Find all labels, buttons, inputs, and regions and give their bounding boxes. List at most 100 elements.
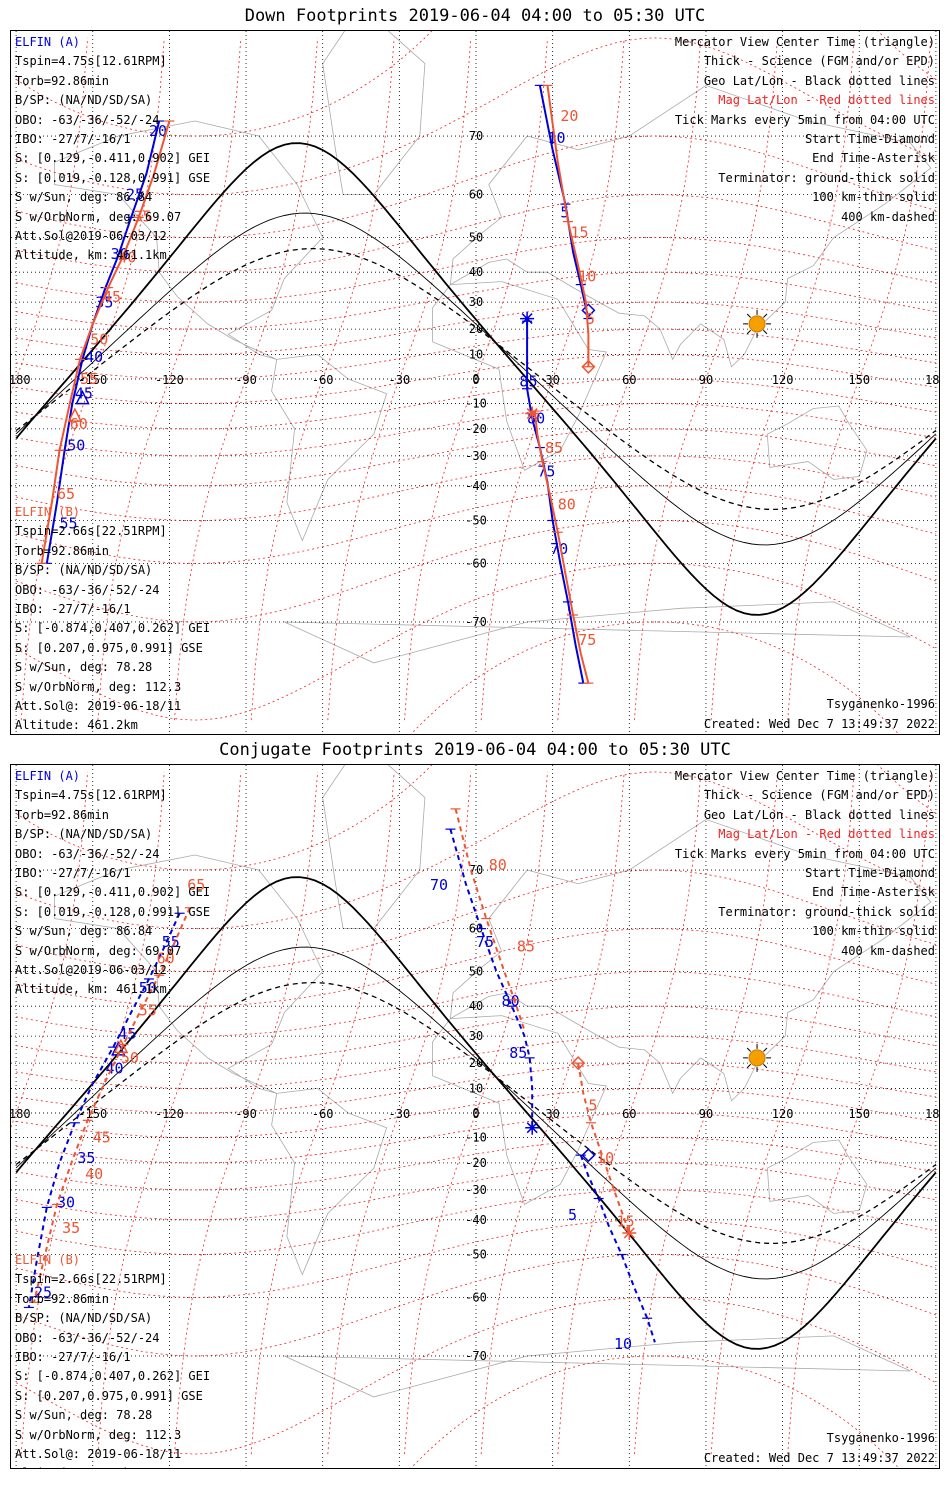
track-tick-label: 5: [586, 310, 595, 328]
legend-line: 400 km-dashed: [841, 209, 935, 224]
terminator-400km: [15, 247, 937, 511]
x-tick-label: -90: [235, 373, 257, 387]
track-tick-label: 5: [568, 1206, 577, 1224]
mag-meridian: [97, 771, 242, 1455]
track-line: [577, 1062, 631, 1234]
x-tick-label: -120: [155, 373, 184, 387]
mag-meridian: [557, 771, 702, 1455]
elfin-a-line: OBO: -63/-36/-52/-24: [15, 112, 160, 127]
mag-parallel: [16, 1189, 936, 1255]
mag-parallel: [16, 928, 936, 1007]
track-tick-label: 15: [617, 1212, 635, 1230]
y-tick-label: 0: [472, 372, 479, 386]
legend-line: 400 km-dashed: [841, 943, 935, 958]
track-tick-label: 25: [34, 1283, 52, 1301]
y-tick-label: 50: [469, 965, 483, 979]
legend-line: Tick Marks every 5min from 04:00 UTC: [674, 112, 935, 127]
y-tick-label: 10: [469, 1081, 483, 1095]
mag-parallel: [15, 1254, 937, 1357]
elfin-a-line: Altitude, km: 461.1km: [15, 248, 167, 263]
x-tick-label: 90: [699, 1107, 713, 1121]
end-asterisk: [520, 311, 535, 326]
mercator-map: -180 -150 -120 -90 -60 -30 0 30 60 90 120 150 180 70 6…: [11, 765, 939, 1468]
x-tick-label: 120: [772, 1107, 794, 1121]
mag-parallel: [16, 403, 936, 457]
track-tick-label: 80: [502, 992, 520, 1010]
x-tick-label: -150: [78, 1107, 107, 1121]
mag-meridian: [557, 37, 702, 721]
y-tick-label: -10: [465, 1131, 487, 1145]
track-tick-label: 85: [545, 439, 563, 457]
center-triangle: [113, 1038, 129, 1053]
y-tick-label: 30: [469, 1029, 483, 1043]
start-diamond: [571, 1056, 586, 1071]
panel-title: Conjugate Footprints 2019-06-04 04:00 to…: [219, 740, 731, 760]
elfin-b-line: S w/OrbNorm, deg: 112.3: [15, 1427, 182, 1442]
elfin-a-info: ELFIN (A) Tspin=4.75s[12.61RPM] Torb=92.…: [15, 767, 210, 1000]
sun-ray: [746, 1047, 752, 1052]
land-outline: [54, 854, 324, 1094]
mag-parallel: [16, 301, 936, 355]
mag-parallel: [15, 771, 937, 930]
mag-meridian: [404, 771, 548, 1455]
x-tick-label: 60: [622, 1107, 636, 1121]
center-triangle: [67, 407, 83, 422]
elfin-b-line: B/SP: (NA/ND/SD/SA): [15, 563, 153, 578]
elfin-a-line: Torb=92.86min: [15, 807, 109, 822]
track-tick-label: 15: [571, 224, 589, 242]
start-diamond: [581, 1148, 596, 1163]
sun-icon: [748, 315, 766, 333]
mag-meridian: [480, 37, 625, 721]
track-line: [546, 85, 590, 367]
x-tick-label: -30: [389, 1107, 411, 1121]
elfin-b-line: Altitude: 461.2km: [15, 718, 138, 733]
elfin-b-line: S: [-0.874,0.407,0.262] GEI: [15, 621, 211, 636]
elfin-a-name: ELFIN (A): [15, 769, 81, 783]
x-tick-label: 180: [925, 373, 939, 387]
x-tick-label: 150: [848, 1107, 870, 1121]
legend: Mercator View Center Time (triangle) Thi…: [675, 767, 935, 961]
y-tick-label: 70: [469, 129, 483, 143]
elfin-b-line: Tspin=2.66s[22.51RPM]: [15, 1272, 167, 1287]
legend-line: End Time-Asterisk: [812, 151, 935, 166]
map-frame: -180 -150 -120 -90 -60 -30 0 30 60 90 120 150 180 70 6…: [10, 764, 940, 1469]
start-diamond: [581, 303, 596, 318]
legend-line: Mag Lat/Lon - Red dotted lines: [718, 93, 935, 108]
land-outline: [432, 1015, 607, 1205]
track-tick-label: 65: [187, 876, 205, 894]
track-tick-label: 10: [614, 1335, 632, 1353]
mag-parallel: [16, 485, 937, 564]
track-tick-label: 10: [548, 129, 566, 147]
legend-line: Mercator View Center Time (triangle): [674, 35, 935, 49]
elfin-a-line: B/SP: (NA/ND/SD/SA): [15, 93, 153, 108]
track-tick-label: 85: [517, 937, 535, 955]
mag-parallel: [16, 1087, 936, 1139]
end-asterisk: [622, 1225, 637, 1240]
track-tick-label: 45: [103, 288, 121, 306]
x-tick-label: 30: [545, 1107, 559, 1121]
elfin-a-line: S: [0.129,-0.411,0.902] GEI: [15, 151, 211, 166]
y-tick-label: 40: [469, 265, 483, 279]
mag-parallel: [16, 194, 936, 273]
mag-meridian: [20, 771, 165, 1455]
y-tick-label: 60: [469, 188, 483, 202]
end-asterisk: [525, 406, 540, 421]
y-tick-label: -40: [465, 1213, 487, 1227]
mag-meridian: [634, 37, 778, 721]
mag-meridian: [480, 771, 625, 1455]
mag-parallel: [16, 1035, 936, 1089]
elfin-b-line: B/SP: (NA/ND/SD/SA): [15, 1311, 153, 1326]
elfin-b-line: Torb=92.86min: [15, 543, 109, 558]
mag-meridian: [787, 37, 932, 721]
track-tick-label: 65: [57, 485, 75, 503]
mag-meridian: [174, 37, 318, 721]
sun-ray: [746, 329, 752, 335]
y-tick-label: 30: [469, 295, 483, 309]
elfin-a-info: ELFIN (A) Tspin=4.75s[12.61RPM] Torb=92.…: [15, 33, 210, 266]
y-tick-label: -10: [465, 397, 487, 411]
elfin-a-line: B/SP: (NA/ND/SD/SA): [15, 827, 153, 842]
track-tick-label: 45: [118, 1025, 136, 1043]
mag-meridian: [97, 37, 242, 721]
sun-ray: [763, 1047, 768, 1052]
land-outline: [766, 405, 868, 480]
